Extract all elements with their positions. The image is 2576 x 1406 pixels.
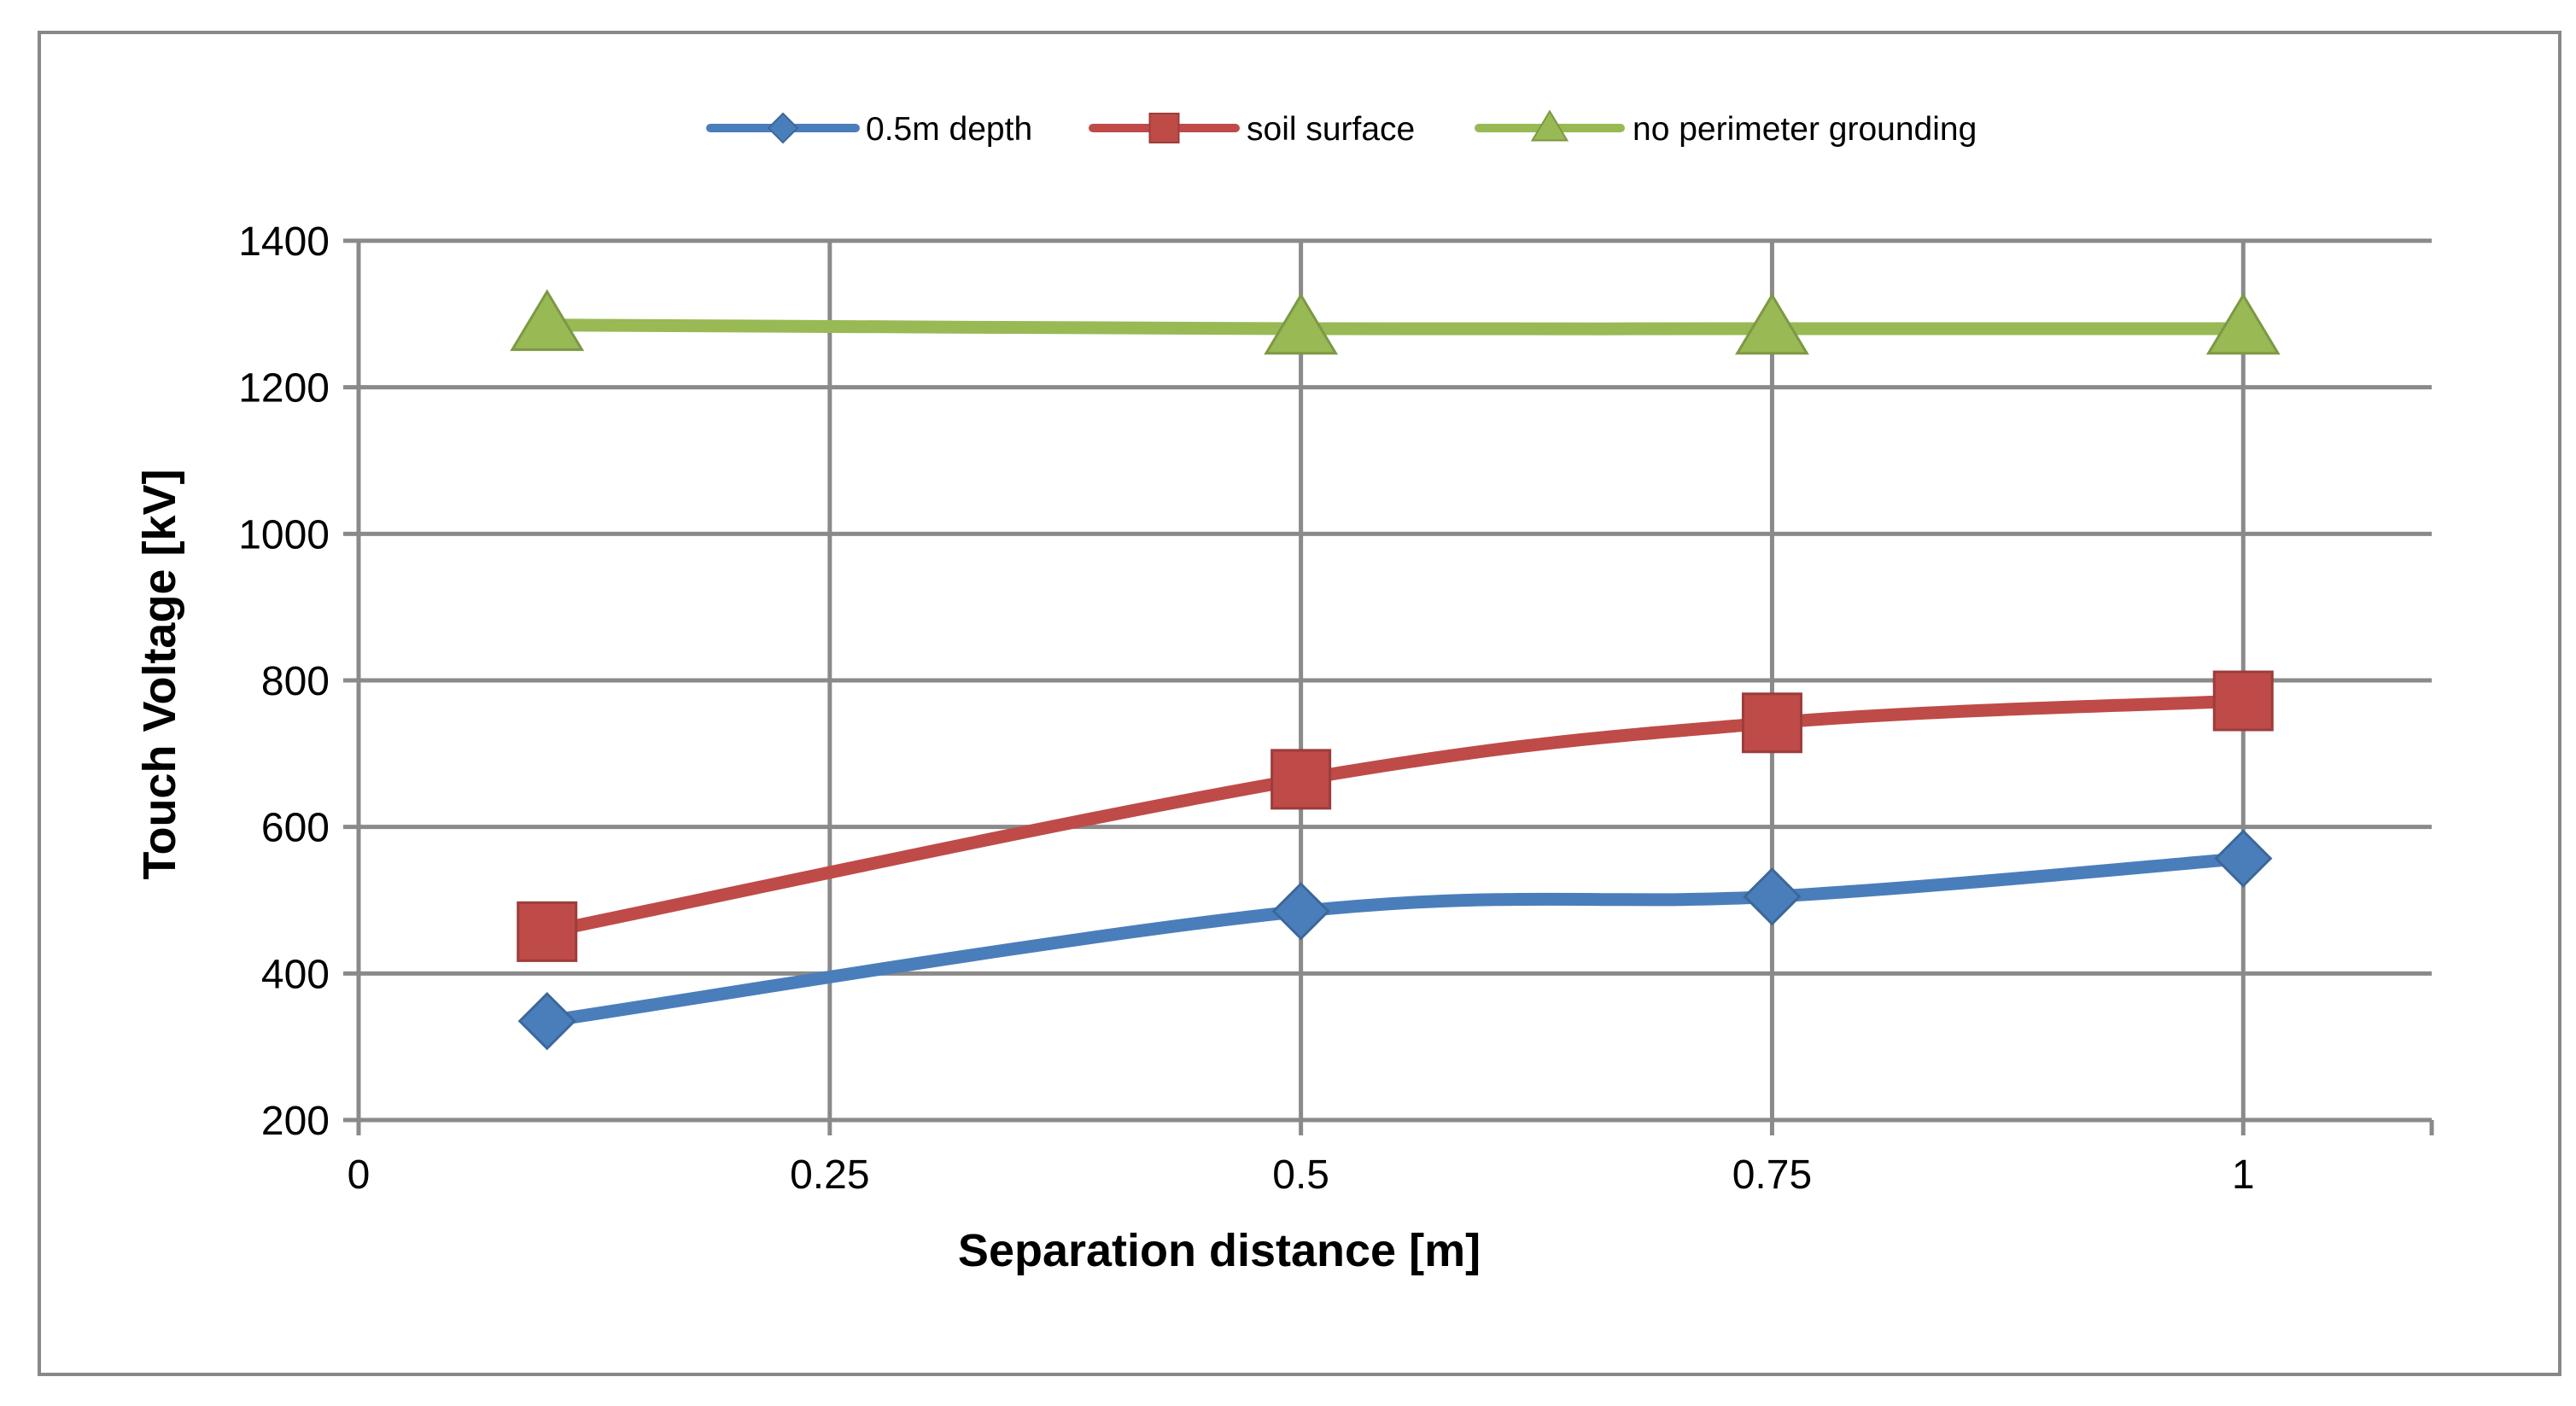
data-point-triangle [2205, 292, 2281, 355]
y-tick-label: 1400 [238, 219, 330, 265]
data-point-square [517, 901, 578, 962]
legend-item-2: no perimeter grounding [1475, 109, 1977, 148]
legend-label-2: no perimeter grounding [1633, 111, 1977, 148]
data-point-diamond [517, 992, 576, 1051]
data-point-diamond [2214, 829, 2273, 888]
y-tick-label: 1200 [238, 366, 330, 411]
legend-label-0: 0.5m depth [866, 111, 1032, 148]
data-point-triangle [510, 289, 585, 352]
tick-labels: 200 400 600 800 1000 1200 1400 0 0.25 0.5 0.75 1 [238, 219, 2254, 1198]
x-tick-label: 0.25 [790, 1152, 869, 1198]
axes [343, 238, 2434, 1135]
series-markers [510, 289, 2281, 1051]
series-line-0 [540, 852, 2250, 1028]
data-point-diamond [1743, 867, 1802, 926]
legend-marker-triangle [1530, 109, 1569, 142]
x-axis-title: Separation distance [m] [958, 1225, 1481, 1276]
y-axis-title: Touch Voltage [kV] [134, 469, 185, 879]
series-line-2 [540, 318, 2250, 335]
x-tick-label: 0.75 [1732, 1152, 1812, 1198]
data-point-square [1741, 692, 1802, 754]
x-tick-label: 0 [348, 1152, 371, 1198]
y-tick-label: 600 [261, 806, 330, 851]
series-line-1 [540, 694, 2250, 938]
data-point-square [1270, 749, 1332, 810]
y-tick-label: 800 [261, 659, 330, 704]
legend-label-1: soil surface [1247, 111, 1415, 148]
legend: 0.5m depth soil surface no perimeter gro… [706, 109, 1977, 148]
y-tick-label: 400 [261, 952, 330, 997]
legend-item-0: 0.5m depth [706, 111, 1032, 148]
x-tick-label: 1 [2232, 1152, 2255, 1198]
series-lines [540, 318, 2250, 1028]
legend-item-1: soil surface [1089, 111, 1415, 148]
x-tick-label: 0.5 [1272, 1152, 1329, 1198]
data-point-diamond [1271, 882, 1330, 941]
y-tick-label: 200 [261, 1099, 330, 1144]
data-point-triangle [1735, 292, 1809, 355]
y-tick-label: 1000 [238, 512, 330, 557]
data-point-triangle [1264, 292, 1339, 355]
data-point-square [2212, 670, 2274, 732]
legend-marker-square [1148, 113, 1180, 143]
legend-marker-diamond [767, 112, 799, 144]
